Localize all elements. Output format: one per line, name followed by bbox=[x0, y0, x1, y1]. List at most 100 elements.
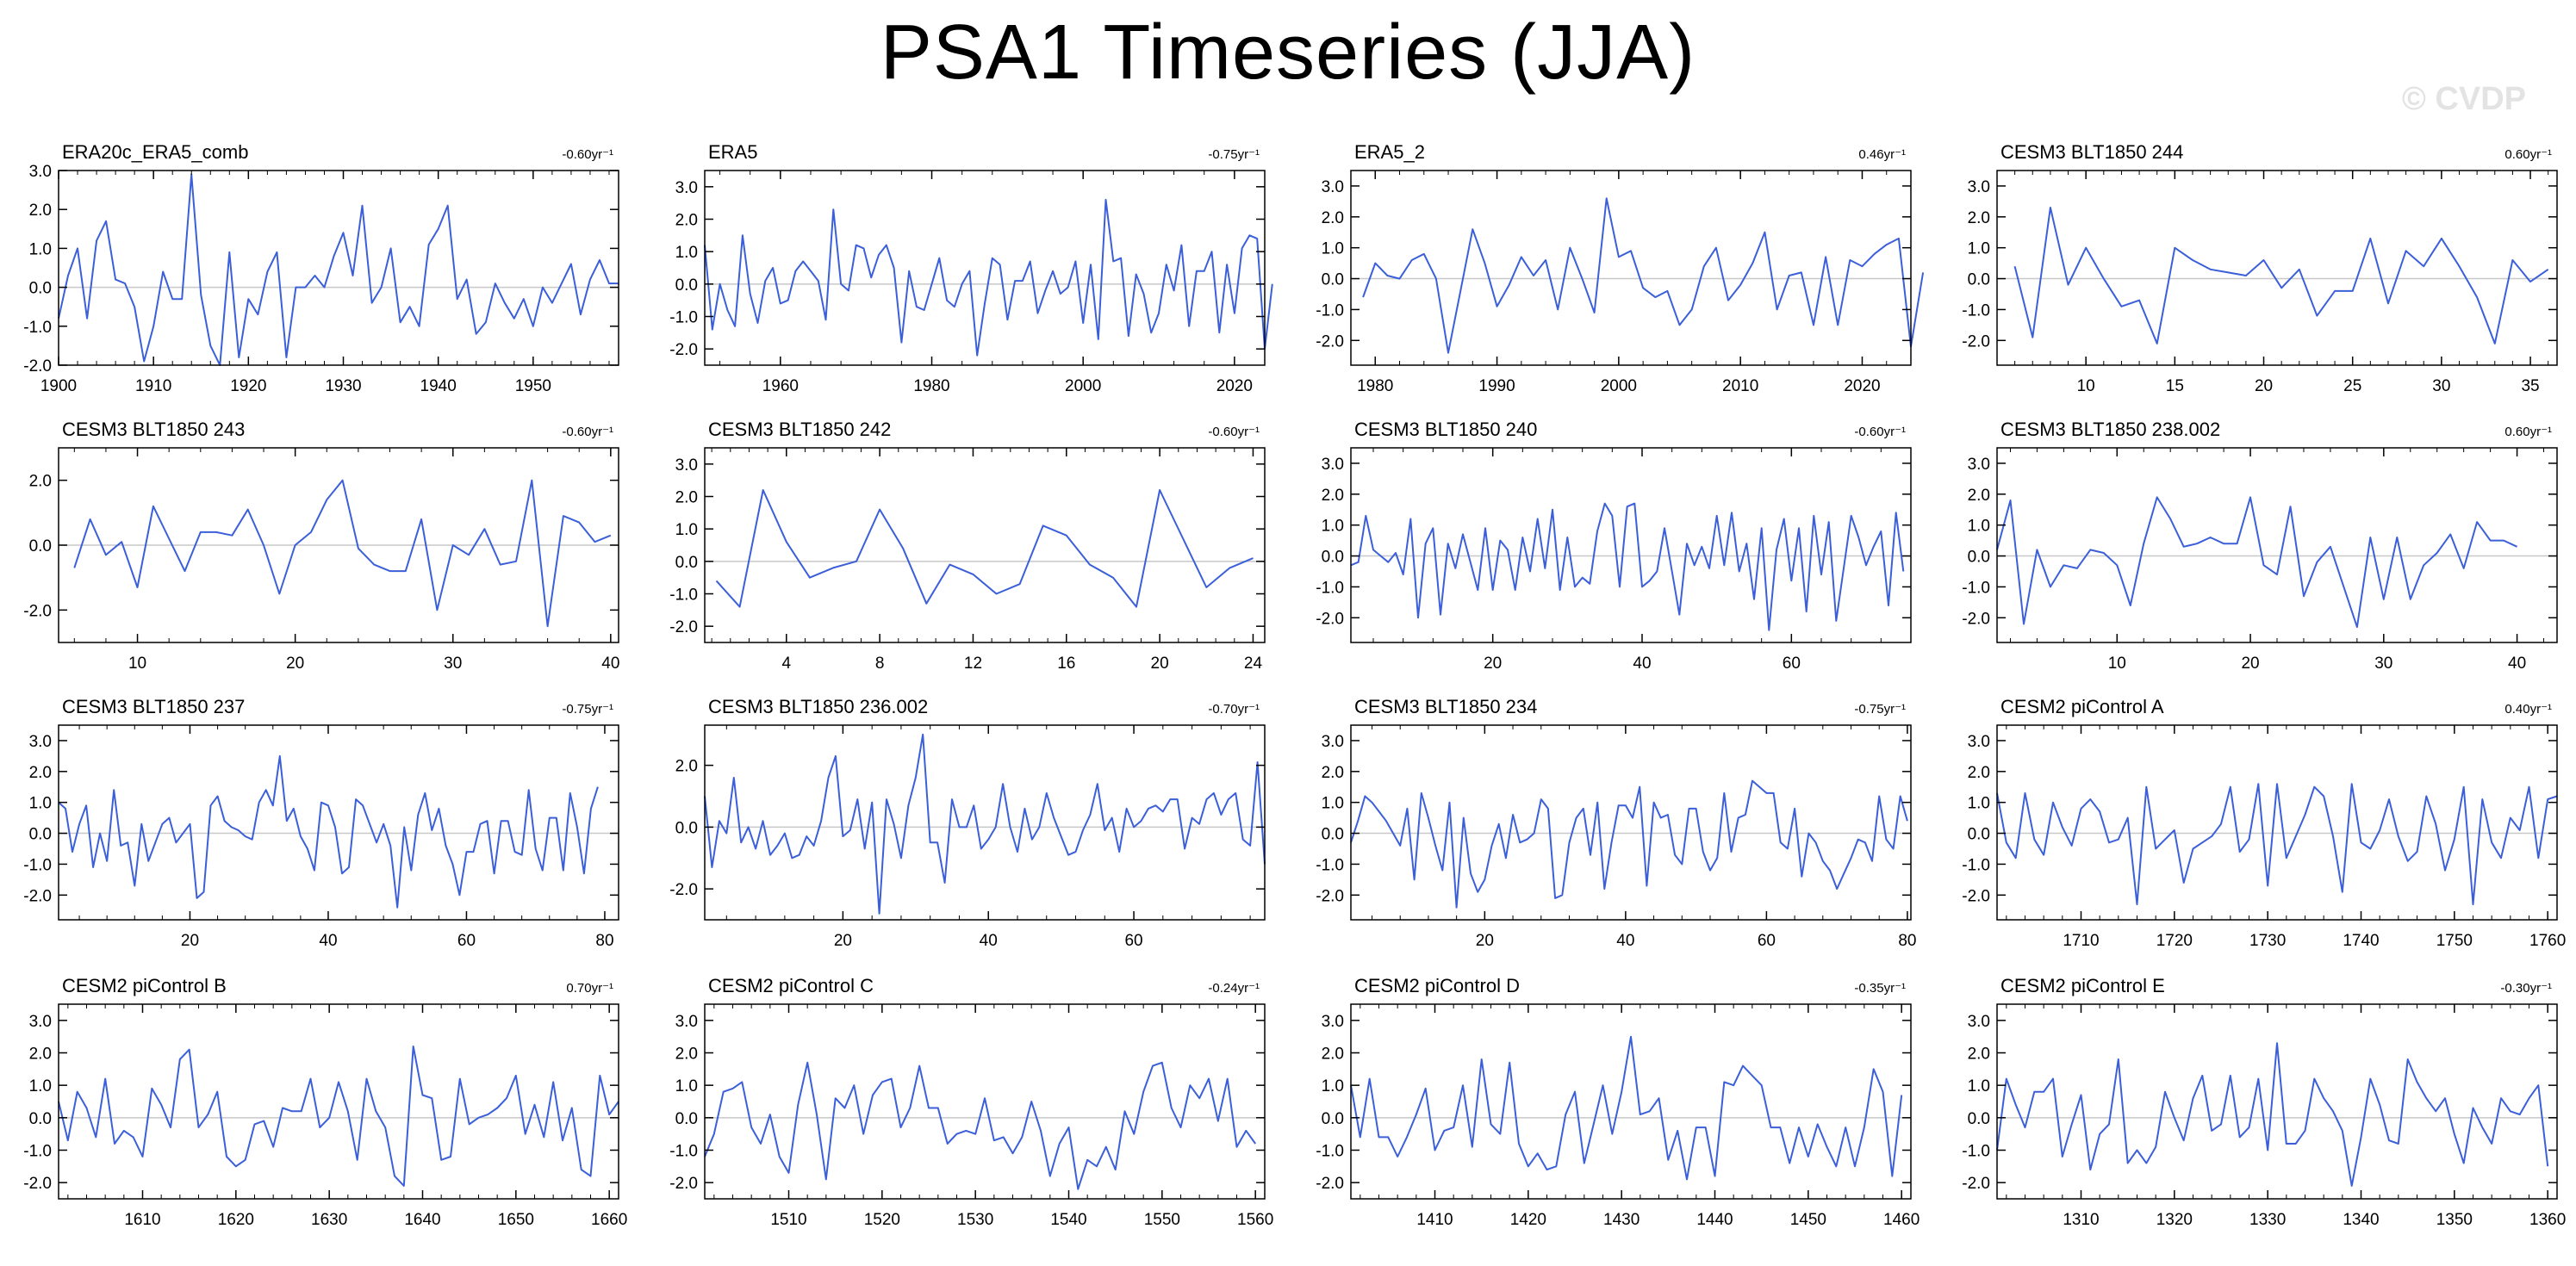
y-tick-label: -1.0 bbox=[23, 856, 52, 874]
trend-label: -0.75yr⁻¹ bbox=[562, 702, 613, 717]
chart-title: CESM2 piControl E bbox=[2000, 975, 2165, 996]
x-tick-label: 1520 bbox=[864, 1211, 900, 1229]
x-tick-label: 15 bbox=[2166, 377, 2184, 395]
series-line bbox=[1996, 496, 2518, 629]
x-tick-label: 4 bbox=[782, 655, 792, 673]
y-tick-label: 1.0 bbox=[1322, 518, 1344, 536]
series-line bbox=[2013, 207, 2549, 344]
x-tick-label: 40 bbox=[2508, 655, 2526, 673]
x-tick-label: 1560 bbox=[1237, 1211, 1273, 1229]
x-tick-label: 10 bbox=[2077, 377, 2095, 395]
chart-title: CESM2 piControl C bbox=[708, 975, 874, 996]
plot-frame bbox=[1996, 447, 2558, 643]
y-tick-label: 2.0 bbox=[1968, 764, 1990, 782]
plot-frame bbox=[1996, 1003, 2558, 1200]
y-tick-label: -2.0 bbox=[1962, 1175, 1990, 1193]
chart-panel: CESM2 piControl C -0.24yr⁻¹ -2.0 -1.0 0.0 1.0… bbox=[669, 975, 1273, 1229]
series-line bbox=[1996, 783, 2558, 906]
y-tick-label: 0.0 bbox=[1322, 271, 1344, 289]
chart-title: CESM3 BLT1850 234 bbox=[1354, 696, 1537, 717]
x-tick-label: 8 bbox=[875, 655, 885, 673]
y-tick-label: 1.0 bbox=[1322, 795, 1344, 813]
y-tick-label: 2.0 bbox=[1322, 487, 1344, 505]
y-tick-label: -1.0 bbox=[1962, 1143, 1990, 1161]
trend-label: -0.60yr⁻¹ bbox=[562, 147, 613, 162]
y-tick-label: 0.0 bbox=[675, 276, 698, 295]
y-tick-label: 3.0 bbox=[29, 1013, 52, 1031]
y-tick-label: -2.0 bbox=[1962, 332, 1990, 351]
x-tick-label: 60 bbox=[1124, 932, 1142, 950]
x-tick-label: 1450 bbox=[1790, 1211, 1826, 1229]
y-tick-label: -2.0 bbox=[23, 602, 52, 620]
plot-frame bbox=[58, 724, 619, 921]
y-tick-label: 0.0 bbox=[1968, 1110, 1990, 1128]
y-tick-label: 3.0 bbox=[675, 1013, 698, 1031]
y-tick-label: -2.0 bbox=[1316, 887, 1344, 905]
y-tick-label: -2.0 bbox=[669, 881, 698, 899]
chart-panel: ERA5 -0.75yr⁻¹ -2.0 -1.0 0.0 1.0 2.0 3.0 1960 198… bbox=[669, 141, 1273, 395]
x-tick-label: 60 bbox=[1758, 932, 1776, 950]
chart-panel: CESM3 BLT1850 240 -0.60yr⁻¹ -2.0 -1.0 0.0 1.0… bbox=[1316, 419, 1912, 673]
y-tick-label: 2.0 bbox=[1322, 209, 1344, 227]
x-tick-label: 20 bbox=[2241, 655, 2259, 673]
x-tick-label: 1440 bbox=[1696, 1211, 1733, 1229]
x-tick-label: 20 bbox=[834, 932, 852, 950]
x-tick-label: 1630 bbox=[311, 1211, 347, 1229]
y-tick-label: -2.0 bbox=[1316, 1175, 1344, 1193]
y-tick-label: 2.0 bbox=[1968, 487, 1990, 505]
plot-frame bbox=[1996, 170, 2558, 366]
y-tick-label: 0.0 bbox=[1968, 271, 1990, 289]
x-tick-label: 1330 bbox=[2249, 1211, 2286, 1229]
trend-label: -0.30yr⁻¹ bbox=[2500, 981, 2552, 996]
x-tick-label: 1420 bbox=[1510, 1211, 1546, 1229]
page-title: PSA1 Timeseries (JJA) bbox=[880, 9, 1696, 96]
plot-frame bbox=[1350, 447, 1912, 643]
chart-title: CESM2 piControl B bbox=[62, 975, 227, 996]
chart-panel: CESM2 piControl A 0.40yr⁻¹ -2.0 -1.0 0.0 1.0 2… bbox=[1962, 696, 2566, 950]
x-tick-label: 30 bbox=[2374, 655, 2392, 673]
trend-label: -0.75yr⁻¹ bbox=[1854, 702, 1906, 717]
series-line bbox=[1350, 779, 1908, 909]
x-tick-label: 1550 bbox=[1144, 1211, 1180, 1229]
y-tick-label: 0.0 bbox=[1322, 1110, 1344, 1128]
x-tick-label: 20 bbox=[2255, 377, 2273, 395]
x-tick-label: 80 bbox=[1898, 932, 1916, 950]
y-tick-label: 0.0 bbox=[1968, 826, 1990, 844]
plot-frame bbox=[1350, 170, 1912, 366]
y-tick-label: -2.0 bbox=[1962, 887, 1990, 905]
x-tick-label: 1990 bbox=[1478, 377, 1515, 395]
plot-frame bbox=[58, 170, 619, 366]
x-tick-label: 25 bbox=[2343, 377, 2361, 395]
y-tick-label: -1.0 bbox=[1316, 301, 1344, 320]
x-tick-label: 20 bbox=[1484, 655, 1502, 673]
x-tick-label: 20 bbox=[1151, 655, 1169, 673]
y-tick-label: 1.0 bbox=[1322, 240, 1344, 258]
plot-frame bbox=[704, 447, 1266, 643]
chart-panel: CESM3 BLT1850 238.002 0.60yr⁻¹ -2.0 -1.0 0.0… bbox=[1962, 419, 2558, 673]
y-tick-label: 3.0 bbox=[29, 733, 52, 751]
x-tick-label: 16 bbox=[1057, 655, 1075, 673]
y-tick-label: 1.0 bbox=[1968, 518, 1990, 536]
y-tick-label: 3.0 bbox=[1322, 1013, 1344, 1031]
chart-panel: CESM3 BLT1850 244 0.60yr⁻¹ -2.0 -1.0 0.0 1.0 2… bbox=[1962, 141, 2558, 395]
chart-panel: CESM2 piControl B 0.70yr⁻¹ -2.0 -1.0 0.0 1.0 2… bbox=[23, 975, 627, 1229]
trend-label: 0.60yr⁻¹ bbox=[2504, 425, 2552, 439]
trend-label: -0.60yr⁻¹ bbox=[1208, 425, 1260, 439]
y-tick-label: 2.0 bbox=[1322, 1046, 1344, 1064]
y-tick-label: 1.0 bbox=[29, 795, 52, 813]
x-tick-label: 10 bbox=[2108, 655, 2126, 673]
x-tick-label: 10 bbox=[128, 655, 146, 673]
y-tick-label: -2.0 bbox=[669, 618, 698, 636]
y-tick-label: 3.0 bbox=[1968, 733, 1990, 751]
y-tick-label: 2.0 bbox=[675, 758, 698, 776]
x-tick-label: 1930 bbox=[325, 377, 361, 395]
trend-label: -0.24yr⁻¹ bbox=[1208, 981, 1260, 996]
x-tick-label: 1660 bbox=[591, 1211, 627, 1229]
x-tick-label: 1610 bbox=[124, 1211, 160, 1229]
x-tick-label: 1910 bbox=[135, 377, 171, 395]
y-tick-label: -1.0 bbox=[1316, 1143, 1344, 1161]
x-tick-label: 1740 bbox=[2343, 932, 2379, 950]
x-tick-label: 40 bbox=[319, 932, 337, 950]
chart-title: ERA5_2 bbox=[1354, 141, 1425, 163]
x-tick-label: 2010 bbox=[1722, 377, 1758, 395]
